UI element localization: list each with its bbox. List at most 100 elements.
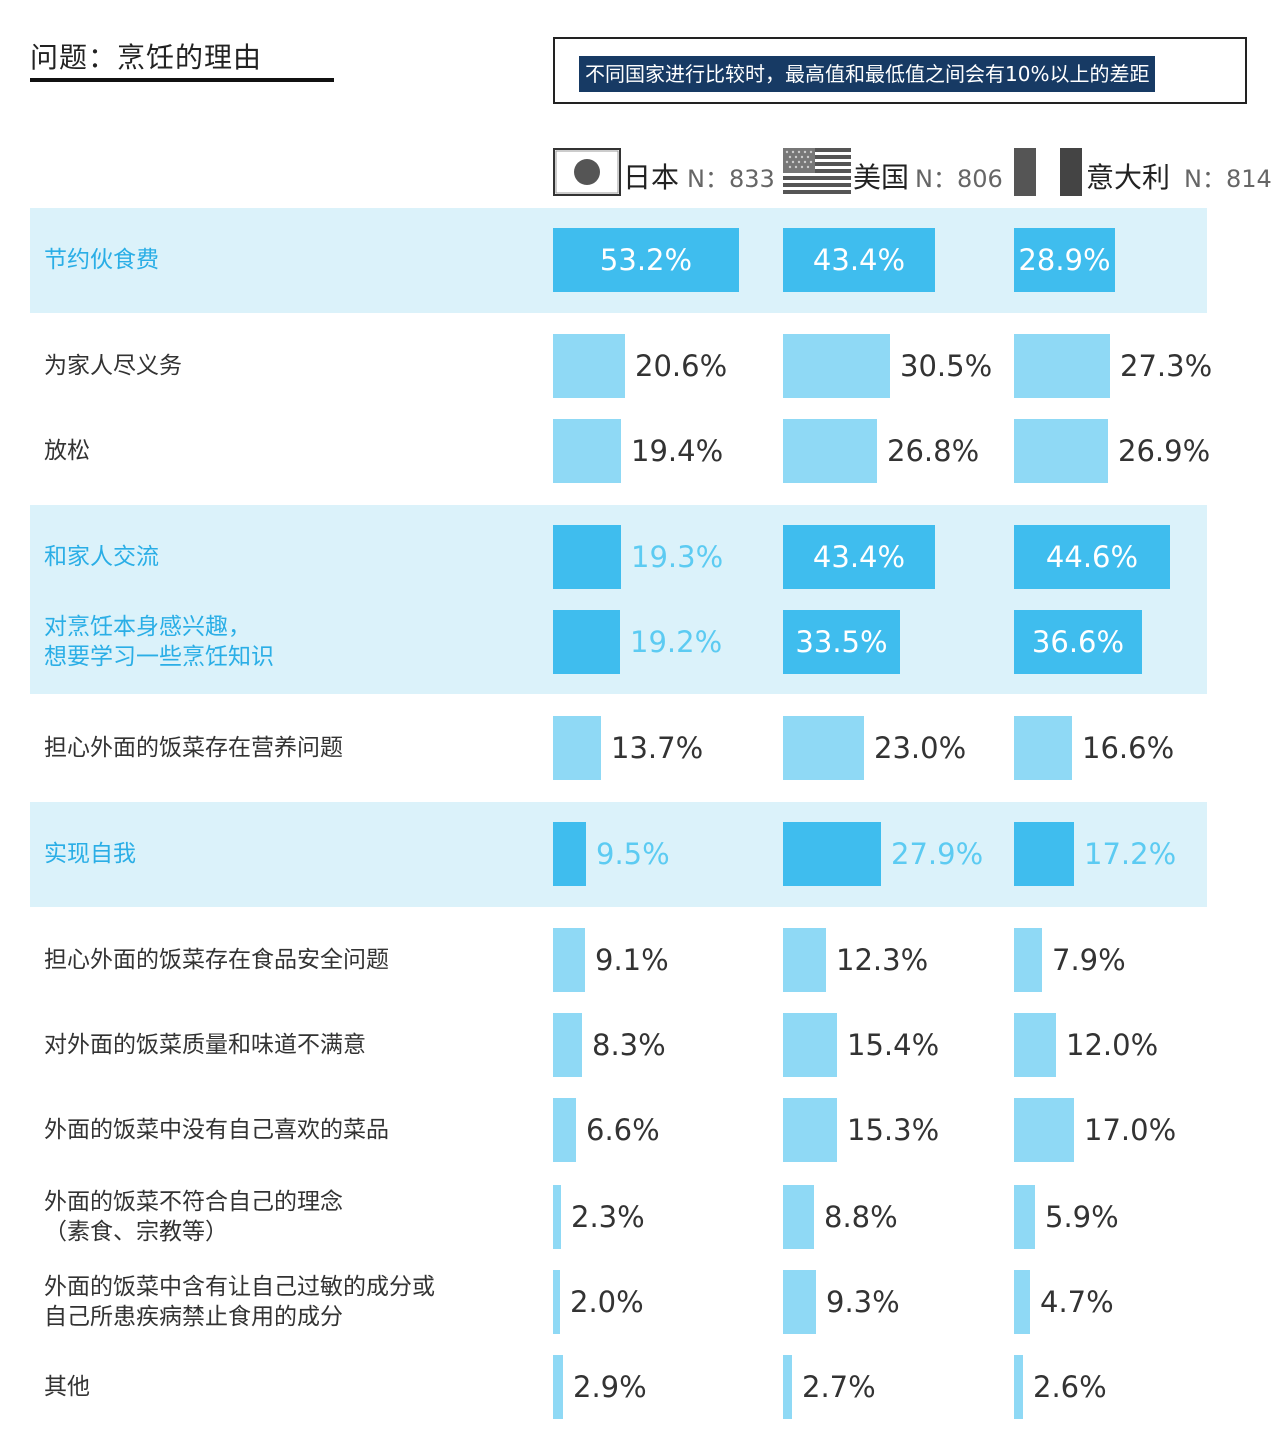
data-label: 6.6% (586, 1113, 660, 1147)
data-label: 28.9% (1018, 243, 1111, 277)
data-label: 33.5% (795, 625, 888, 659)
row-label: 放松 (44, 438, 90, 464)
data-label: 16.6% (1082, 731, 1175, 765)
data-label: 19.3% (631, 540, 724, 574)
bar (553, 928, 585, 992)
bar (553, 334, 625, 398)
bar (1014, 716, 1072, 780)
data-label: 44.6% (1045, 540, 1139, 574)
row-label: 外面的饭菜中含有让自己过敏的成分或 自己所患疾病禁止食用的成分 (44, 1274, 435, 1330)
data-label: 26.8% (887, 434, 980, 468)
data-label: 17.2% (1084, 837, 1177, 871)
legend-name: 意大利 (1086, 161, 1171, 194)
data-label: 17.0% (1084, 1113, 1177, 1147)
row-label: 担心外面的饭菜存在食品安全问题 (44, 947, 389, 973)
italy-flag-icon (1014, 148, 1082, 196)
bar (553, 1270, 560, 1334)
bar (783, 419, 877, 483)
data-label: 19.2% (630, 625, 723, 659)
data-label: 30.5% (900, 349, 993, 383)
data-label: 5.9% (1045, 1200, 1119, 1234)
bar (553, 1098, 576, 1162)
row-label: 其他 (44, 1374, 90, 1400)
bar (1014, 525, 1170, 589)
row-label: 为家人尽义务 (44, 353, 182, 379)
data-label: 8.8% (824, 1200, 898, 1234)
note-box: 不同国家进行比较时，最高值和最低值之间会有10%以上的差距 (553, 37, 1247, 104)
data-label: 7.9% (1052, 943, 1126, 977)
data-label: 13.7% (611, 731, 704, 765)
bar (553, 228, 739, 292)
legend-n: N：814 (1184, 165, 1272, 193)
bar (783, 1270, 816, 1334)
bar (1014, 228, 1115, 292)
row-label: 节约伙食费 (44, 247, 159, 273)
row-label: 实现自我 (44, 841, 136, 867)
usa-flag-icon (783, 148, 851, 196)
data-label: 43.4% (812, 540, 906, 574)
row-label: 担心外面的饭菜存在营养问题 (44, 735, 343, 761)
data-label: 15.4% (847, 1028, 940, 1062)
bar (783, 822, 881, 886)
japan-flag-icon (553, 148, 621, 196)
bar (783, 228, 935, 292)
data-label: 53.2% (599, 243, 693, 277)
data-label: 2.7% (802, 1370, 876, 1404)
data-label: 43.4% (812, 243, 906, 277)
data-label: 2.3% (571, 1200, 645, 1234)
bar (783, 334, 890, 398)
bar (783, 1013, 837, 1077)
data-label: 27.3% (1120, 349, 1213, 383)
bar (783, 525, 935, 589)
data-label: 8.3% (592, 1028, 666, 1062)
bar (1014, 419, 1108, 483)
bar (1014, 1355, 1023, 1419)
bar (553, 822, 586, 886)
highlight-band (30, 802, 1207, 907)
note-text: 不同国家进行比较时，最高值和最低值之间会有10%以上的差距 (579, 56, 1156, 92)
data-label: 2.6% (1033, 1370, 1107, 1404)
bar (783, 1098, 837, 1162)
bar (553, 610, 620, 674)
bar (1014, 1013, 1056, 1077)
bar (783, 928, 826, 992)
data-label: 9.1% (595, 943, 669, 977)
data-label: 2.9% (573, 1370, 647, 1404)
bar (1014, 1270, 1030, 1334)
data-label: 26.9% (1118, 434, 1211, 468)
bar (783, 610, 900, 674)
bar (553, 716, 601, 780)
bar (783, 1355, 792, 1419)
data-label: 12.3% (836, 943, 929, 977)
legend-name: 日本 (623, 161, 680, 194)
chart-title: 问题：烹饪的理由 (30, 41, 263, 74)
data-label: 27.9% (891, 837, 984, 871)
bar (783, 1185, 814, 1249)
data-label: 9.3% (826, 1285, 900, 1319)
data-label: 12.0% (1066, 1028, 1159, 1062)
bar (553, 525, 621, 589)
row-label: 外面的饭菜不符合自己的理念 （素食、宗教等） (44, 1189, 343, 1245)
data-label: 15.3% (847, 1113, 940, 1147)
title-underline (30, 78, 334, 82)
data-label: 9.5% (596, 837, 670, 871)
bar (1014, 928, 1042, 992)
data-label: 19.4% (631, 434, 724, 468)
row-label: 和家人交流 (44, 544, 159, 570)
legend-name: 美国 (853, 161, 910, 194)
bar (1014, 610, 1142, 674)
bar (1014, 1185, 1035, 1249)
data-label: 36.6% (1031, 625, 1125, 659)
bar (1014, 822, 1074, 886)
bar (1014, 334, 1110, 398)
bar (553, 1185, 561, 1249)
row-label: 外面的饭菜中没有自己喜欢的菜品 (44, 1117, 389, 1143)
data-label: 20.6% (635, 349, 728, 383)
bar (553, 1013, 582, 1077)
bar (553, 419, 621, 483)
legend-n: N：806 (915, 165, 1003, 193)
row-label: 对外面的饭菜质量和味道不满意 (44, 1032, 366, 1058)
bar (783, 716, 864, 780)
data-label: 23.0% (874, 731, 967, 765)
legend-n: N：833 (687, 165, 775, 193)
